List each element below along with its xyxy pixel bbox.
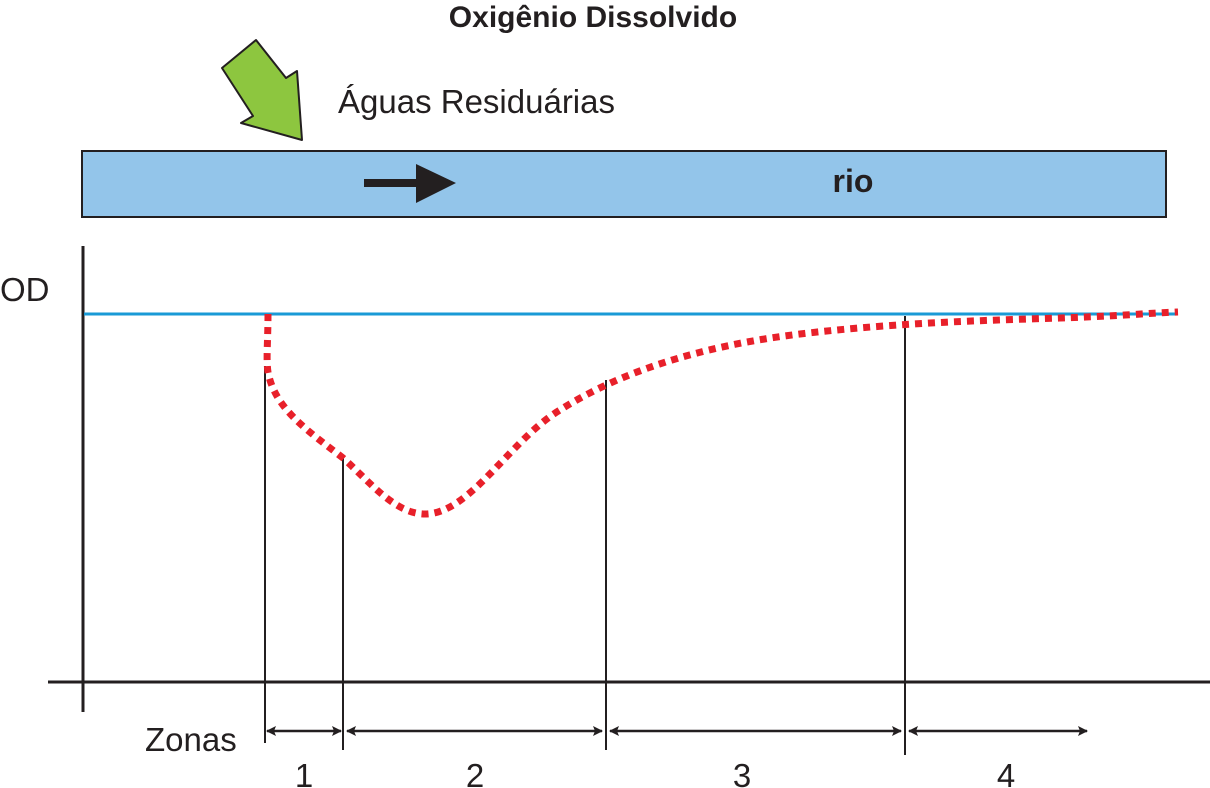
diagram-title: Oxigênio Dissolvido xyxy=(449,1,737,34)
inflow-arrow-icon xyxy=(221,39,303,141)
y-axis-label: OD xyxy=(0,271,50,308)
inflow-label: Águas Residuárias xyxy=(338,83,615,120)
zone-label: 4 xyxy=(997,757,1015,788)
river-label: rio xyxy=(833,163,874,199)
zone-label: 3 xyxy=(733,757,751,788)
od-sag-curve xyxy=(263,308,1179,518)
flow-direction-arrow-icon xyxy=(364,164,456,203)
zone-label: 1 xyxy=(295,757,313,788)
zones-label: Zonas xyxy=(145,721,237,758)
river-band xyxy=(81,150,1167,218)
zone-label: 2 xyxy=(466,757,484,788)
